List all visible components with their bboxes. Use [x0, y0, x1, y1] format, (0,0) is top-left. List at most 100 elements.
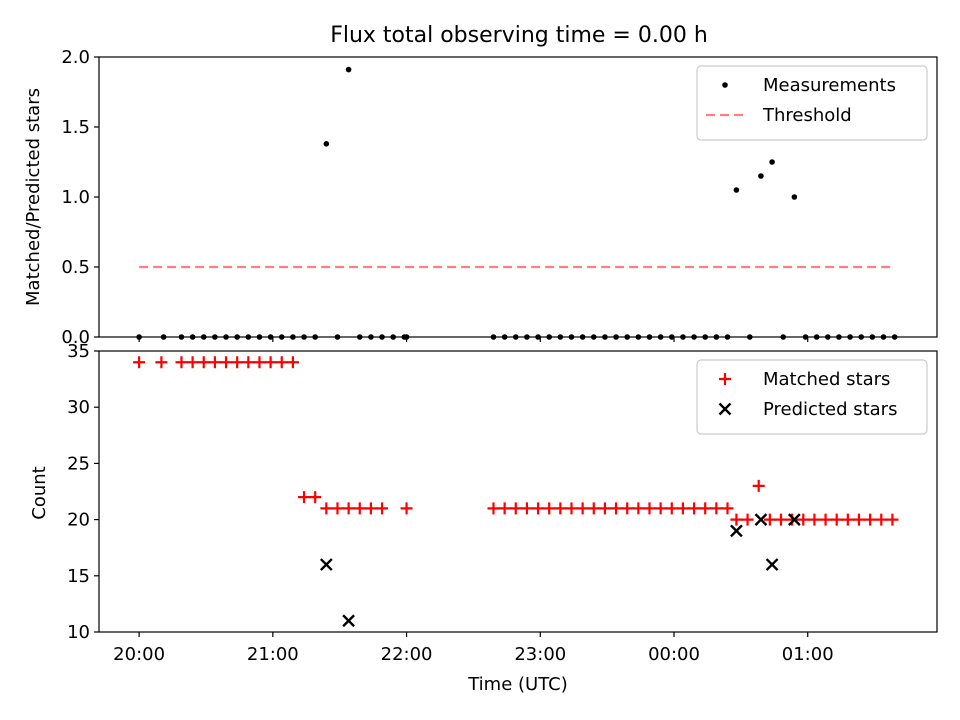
y-tick-label: 0.5 — [61, 257, 90, 278]
matched-point — [665, 502, 678, 515]
x-tick-label: 21:00 — [247, 644, 299, 665]
count-ticks: 10 15 20 25 30 35 20:00 21:00 22:00 23:00 00:00 01:… — [67, 341, 834, 665]
matched-point — [275, 356, 288, 369]
y-tick-label: 0.0 — [61, 327, 90, 348]
measurement-point — [758, 173, 764, 179]
ratio-ticks: 0.0 0.5 1.0 1.5 2.0 — [61, 47, 809, 348]
matched-point — [400, 502, 413, 515]
ratio-panel: Flux total observing time = 0.00 h Match… — [23, 23, 938, 348]
matched-point — [320, 502, 333, 515]
count-panel: Count Time (UTC) 10 15 20 25 30 35 20:00 21:00 2… — [29, 341, 938, 695]
legend-label: Threshold — [762, 105, 852, 126]
matched-point — [763, 513, 776, 526]
predicted-point — [754, 513, 768, 526]
matched-point — [752, 479, 765, 492]
matched-point — [598, 502, 611, 515]
measurement-point — [733, 187, 740, 193]
matched-point — [721, 502, 734, 515]
y-tick-label: 1.5 — [61, 117, 90, 138]
matched-point — [699, 502, 712, 515]
matched-point — [498, 502, 511, 515]
legend-label: Measurements — [763, 75, 896, 96]
matched-point — [730, 513, 743, 526]
measurement-point — [323, 141, 330, 147]
matched-point — [331, 502, 344, 515]
matched-point — [797, 513, 810, 526]
matched-point — [264, 356, 277, 369]
x-tick-label: 23:00 — [514, 644, 566, 665]
matched-point — [532, 502, 545, 515]
ratio-ylabel: Matched/Predicted stars — [23, 88, 44, 306]
matched-point — [342, 502, 355, 515]
legend-box — [696, 359, 928, 435]
legend-box — [696, 65, 928, 141]
matched-point — [186, 356, 199, 369]
matched-point — [565, 502, 578, 515]
matched-point — [253, 356, 266, 369]
y-tick-label: 25 — [67, 453, 90, 474]
matched-point — [509, 502, 522, 515]
measurement-point — [345, 66, 352, 73]
y-tick-label: 30 — [67, 397, 90, 418]
y-tick-label: 1.0 — [61, 187, 90, 208]
y-tick-label: 10 — [67, 622, 90, 643]
matched-point — [610, 502, 623, 515]
matched-point — [242, 356, 255, 369]
measurement-point — [791, 194, 798, 200]
count-ylabel: Count — [29, 466, 50, 519]
matched-point — [676, 502, 689, 515]
y-tick-label: 20 — [67, 510, 90, 531]
measurement-point — [769, 159, 775, 165]
x-tick-label: 01:00 — [782, 644, 834, 665]
matched-point — [298, 491, 311, 504]
matched-point — [587, 502, 600, 515]
matched-point — [175, 356, 188, 369]
matched-point — [808, 513, 821, 526]
matched-point — [621, 502, 634, 515]
matched-point — [741, 513, 754, 526]
matched-point — [886, 513, 899, 526]
matched-point — [231, 356, 244, 369]
series-x — [319, 513, 801, 628]
legend-plus-icon — [719, 373, 731, 385]
predicted-point — [730, 524, 743, 538]
matched-point — [208, 356, 221, 369]
x-tick-label: 22:00 — [381, 644, 433, 665]
matched-point — [576, 502, 589, 515]
count-legend: Matched stars Predicted stars — [696, 359, 928, 435]
matched-point — [786, 513, 799, 526]
y-tick-label: 2.0 — [61, 47, 90, 68]
matched-point — [841, 513, 854, 526]
matched-point — [520, 502, 533, 515]
matched-point — [376, 502, 389, 515]
legend-label: Predicted stars — [763, 399, 897, 420]
matched-point — [875, 513, 888, 526]
matched-point — [830, 513, 843, 526]
matched-point — [819, 513, 832, 526]
predicted-point — [319, 558, 333, 571]
predicted-point — [788, 513, 801, 526]
matched-point — [643, 502, 656, 515]
matched-point — [654, 502, 667, 515]
matched-point — [309, 491, 322, 504]
predicted-point — [765, 558, 779, 571]
matched-point — [197, 356, 210, 369]
x-tick-label: 20:00 — [113, 644, 165, 665]
ratio-axes-frame — [98, 56, 938, 338]
count-axes-frame — [98, 350, 938, 633]
y-tick-label: 35 — [67, 341, 90, 362]
ratio-legend: Measurements Threshold — [696, 65, 928, 141]
matched-point — [543, 502, 556, 515]
legend-dot-icon — [722, 82, 728, 88]
matched-point — [220, 356, 233, 369]
matched-point — [133, 356, 146, 369]
count-xlabel: Time (UTC) — [467, 674, 568, 695]
matched-point — [688, 502, 701, 515]
y-tick-label: 15 — [67, 566, 90, 587]
count-marks — [133, 356, 899, 628]
matched-point — [155, 356, 168, 369]
matched-point — [710, 502, 723, 515]
chart-title: Flux total observing time = 0.00 h — [330, 23, 708, 48]
matched-point — [774, 513, 787, 526]
